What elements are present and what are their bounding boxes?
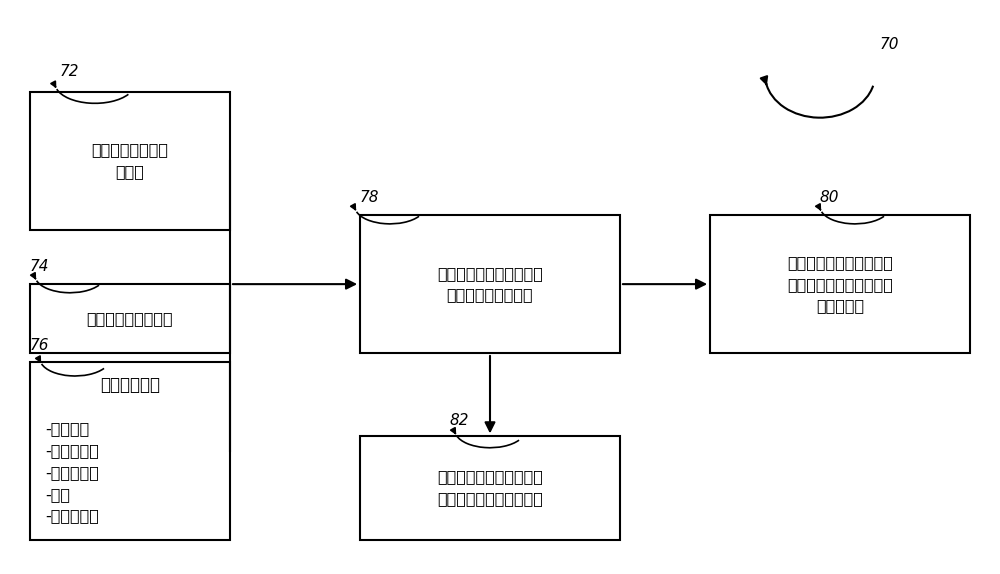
Bar	[30, 92, 230, 230]
Text: 当前运转工况: 当前运转工况	[100, 376, 160, 394]
Text: 70: 70	[880, 37, 900, 52]
Text: 82: 82	[450, 413, 470, 428]
Text: 参数的量值: 参数的量值	[816, 298, 864, 313]
Text: 72: 72	[60, 64, 80, 79]
Text: -传动比状态: -传动比状态	[45, 509, 99, 523]
Text: 80: 80	[820, 191, 840, 205]
Text: 74: 74	[30, 259, 50, 274]
Bar	[360, 436, 620, 540]
Text: -温度: -温度	[45, 487, 70, 502]
Text: 更新所感测的参数的量值: 更新所感测的参数的量值	[437, 470, 543, 484]
Text: 当前运转工况下感测到的: 当前运转工况下感测到的	[787, 277, 893, 292]
Bar	[30, 284, 230, 353]
Text: 与当前运转工况对照的表: 与当前运转工况对照的表	[437, 491, 543, 506]
Text: 所感测的参数的量值: 所感测的参数的量值	[447, 288, 533, 302]
Text: 通过感测到的参数来产生: 通过感测到的参数来产生	[437, 266, 543, 281]
Text: 78: 78	[360, 191, 380, 205]
Text: -涡轮转速: -涡轮转速	[45, 421, 89, 436]
Text: 的参数: 的参数	[116, 164, 144, 179]
Text: -发动机转速: -发动机转速	[45, 443, 99, 458]
Bar	[360, 215, 620, 353]
Bar	[30, 362, 230, 540]
Text: 感测到的离合器打滑: 感测到的离合器打滑	[87, 311, 173, 326]
Text: 感测到的变速器轴: 感测到的变速器轴	[92, 142, 168, 157]
Text: -发动机扭矩: -发动机扭矩	[45, 465, 99, 480]
Text: 76: 76	[30, 338, 50, 353]
Text: 在包括当前离合器打滑的: 在包括当前离合器打滑的	[787, 255, 893, 270]
Bar	[710, 215, 970, 353]
